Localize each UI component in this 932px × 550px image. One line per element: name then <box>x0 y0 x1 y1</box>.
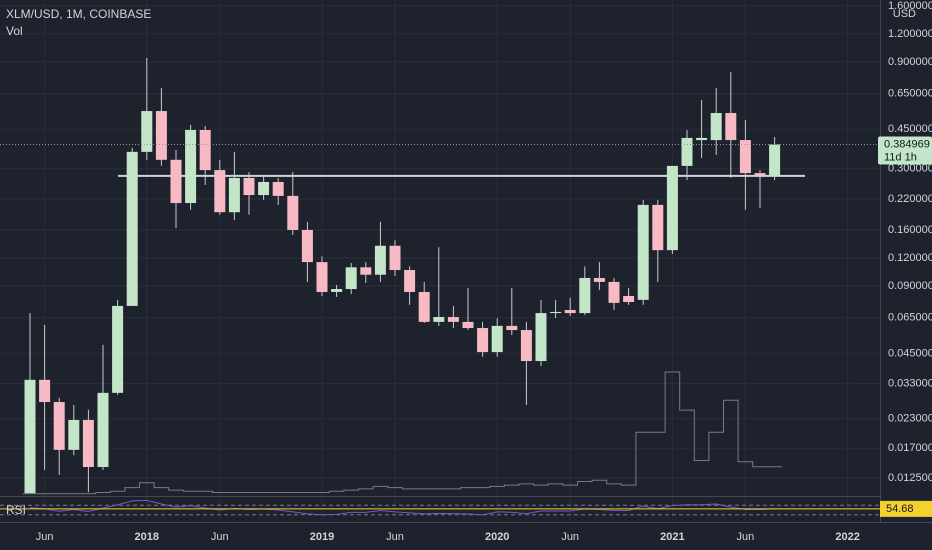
last-price-label: 0.384969 <box>884 138 930 150</box>
candle-body <box>316 262 328 292</box>
volume-label: Vol <box>6 24 23 38</box>
candle-body <box>155 111 167 160</box>
y-axis-label: USD <box>893 8 916 20</box>
candle-body <box>506 325 518 331</box>
candle-body <box>258 181 270 196</box>
y-tick-label: 0.450000 <box>888 123 932 135</box>
y-tick-label: 0.220000 <box>888 193 932 205</box>
y-tick-label: 0.023000 <box>888 413 932 425</box>
x-tick-label: Jun <box>386 531 404 543</box>
x-tick-label: 2019 <box>310 531 334 543</box>
y-tick-label: 0.900000 <box>888 56 932 68</box>
countdown-label: 11d 1h <box>884 151 917 163</box>
candle-body <box>272 181 284 196</box>
candle-body <box>141 111 153 152</box>
candle-body <box>637 204 649 300</box>
candle-body <box>53 402 65 450</box>
y-tick-label: 0.017000 <box>888 442 932 454</box>
candle-body <box>769 144 781 176</box>
candle-body <box>301 229 313 263</box>
candle-body <box>477 328 489 353</box>
y-tick-label: 0.650000 <box>888 87 932 99</box>
volume-line <box>22 371 782 495</box>
candle-body <box>287 195 299 230</box>
last-price-badge <box>878 136 932 165</box>
candle-body <box>82 419 94 468</box>
x-tick-label: 2021 <box>660 531 684 543</box>
rsi-badge <box>880 500 932 517</box>
candle-body <box>126 151 138 306</box>
candle-body <box>112 305 124 393</box>
candle-body <box>725 113 737 141</box>
candle-body <box>39 379 51 403</box>
y-tick-label: 1.600000 <box>888 0 932 12</box>
candle-body <box>345 267 357 290</box>
rsi-line <box>29 499 775 516</box>
chart-title: XLM/USD, 1M, COINBASE <box>6 7 151 21</box>
candle-body <box>68 419 80 450</box>
candle-body <box>608 281 620 303</box>
candle-body <box>652 204 664 251</box>
x-tick-label: 2020 <box>485 531 509 543</box>
x-tick-label: Jun <box>561 531 579 543</box>
candle-body <box>447 317 459 322</box>
candle-body <box>360 267 372 275</box>
candle-body <box>491 325 503 353</box>
candle-body <box>520 330 532 362</box>
x-tick-label: Jun <box>36 531 54 543</box>
candle-body <box>433 317 445 322</box>
axes: 1.600000 1.200000 0.900000 0.650000 0.450000… <box>36 0 932 543</box>
y-tick-label: 0.033000 <box>888 377 932 389</box>
plot <box>0 57 880 516</box>
candle-body <box>666 165 678 251</box>
candle-body <box>535 313 547 362</box>
candle-body <box>404 270 416 292</box>
y-tick-label: 0.090000 <box>888 280 932 292</box>
candle-body <box>185 129 197 204</box>
candle-body <box>199 129 211 171</box>
x-tick-label: Jun <box>737 531 755 543</box>
candle-body <box>739 140 751 174</box>
candle-body <box>462 321 474 329</box>
candle-body <box>710 113 722 141</box>
candle-body <box>243 177 255 196</box>
x-tick-label: 2018 <box>135 531 159 543</box>
candle-body <box>681 137 693 166</box>
y-tick-label: 0.120000 <box>888 252 932 264</box>
x-tick-label: 2022 <box>835 531 859 543</box>
candle-body <box>214 170 226 213</box>
candle-body <box>24 379 36 494</box>
rsi-label: RSI <box>6 503 26 517</box>
candle-body <box>754 173 766 176</box>
candle-body <box>228 177 240 213</box>
candle-body <box>331 289 343 292</box>
y-tick-label: 0.012500 <box>888 472 932 484</box>
candle-body <box>564 309 576 314</box>
y-tick-label: 0.065000 <box>888 312 932 324</box>
candle-body <box>593 277 605 282</box>
rsi-last-label: 54.68 <box>886 503 914 515</box>
candle-body <box>374 245 386 275</box>
candle-body <box>97 392 109 468</box>
candle-body <box>418 291 430 322</box>
candle-body <box>579 277 591 314</box>
y-tick-label: 0.045000 <box>888 347 932 359</box>
candle-body <box>623 295 635 303</box>
y-tick-label: 1.200000 <box>888 28 932 40</box>
y-tick-label: 0.300000 <box>888 163 932 175</box>
candle-body <box>550 311 562 314</box>
grid <box>0 0 880 522</box>
candle-body <box>170 159 182 204</box>
y-tick-label: 0.160000 <box>888 224 932 236</box>
candle-body <box>389 245 401 271</box>
x-tick-label: Jun <box>211 531 229 543</box>
candle-body <box>696 137 708 141</box>
